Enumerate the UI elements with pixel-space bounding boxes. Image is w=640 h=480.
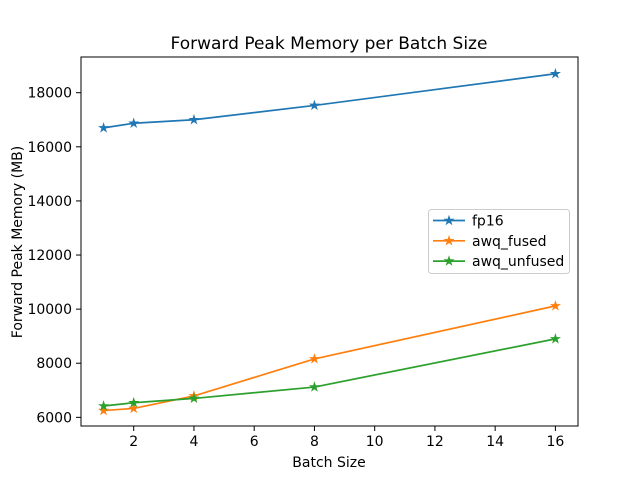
x-tick-label: 14 xyxy=(486,434,504,450)
x-tick-label: 12 xyxy=(426,434,444,450)
y-tick-label: 18000 xyxy=(27,86,72,102)
series-line-fp16 xyxy=(102,72,557,129)
x-tick-label: 10 xyxy=(366,434,384,450)
series-line-awq_unfused xyxy=(102,338,557,407)
series-marker-fp16 xyxy=(188,113,200,125)
plot-border xyxy=(80,56,579,427)
series-marker-awq_unfused xyxy=(128,396,140,408)
series-marker-awq_unfused xyxy=(549,333,561,344)
legend-label-awq_unfused: awq_unfused xyxy=(472,254,564,270)
legend-label-fp16: fp16 xyxy=(472,214,504,230)
x-tick-label: 2 xyxy=(129,434,138,450)
y-tick-label: 12000 xyxy=(27,248,72,264)
legend-label-awq_fused: awq_fused xyxy=(472,234,547,250)
series-marker-fp16 xyxy=(128,117,140,128)
x-tick-label: 4 xyxy=(189,434,198,450)
series-line-awq_fused xyxy=(102,305,557,412)
y-tick-label: 14000 xyxy=(27,194,72,210)
series-marker-fp16 xyxy=(549,67,561,79)
chart-title: Forward Peak Memory per Batch Size xyxy=(171,34,488,54)
x-tick-label: 8 xyxy=(310,434,319,450)
legend-sample-marker-awq_unfused xyxy=(443,255,455,266)
series-marker-awq_fused xyxy=(98,404,110,416)
series-marker-awq_unfused xyxy=(98,400,110,411)
y-tick-label: 8000 xyxy=(36,356,72,372)
y-tick-label: 6000 xyxy=(36,410,72,426)
series-marker-awq_fused xyxy=(549,300,561,311)
series-marker-awq_fused xyxy=(308,353,320,364)
y-tick-label: 16000 xyxy=(27,140,72,156)
x-tick-label: 16 xyxy=(546,434,564,450)
x-tick-label: 6 xyxy=(250,434,259,450)
series-marker-awq_unfused xyxy=(308,381,320,392)
y-axis-label: Forward Peak Memory (MB) xyxy=(10,146,26,338)
series-marker-awq_unfused xyxy=(188,392,200,404)
x-axis-label: Batch Size xyxy=(292,455,365,471)
legend-sample-marker-awq_fused xyxy=(443,235,455,246)
legend-box xyxy=(428,209,570,274)
series-marker-fp16 xyxy=(308,99,320,111)
legend-sample-marker-fp16 xyxy=(443,214,455,226)
y-tick-label: 10000 xyxy=(27,302,72,318)
series-marker-awq_fused xyxy=(128,402,140,414)
series-marker-fp16 xyxy=(98,122,110,133)
